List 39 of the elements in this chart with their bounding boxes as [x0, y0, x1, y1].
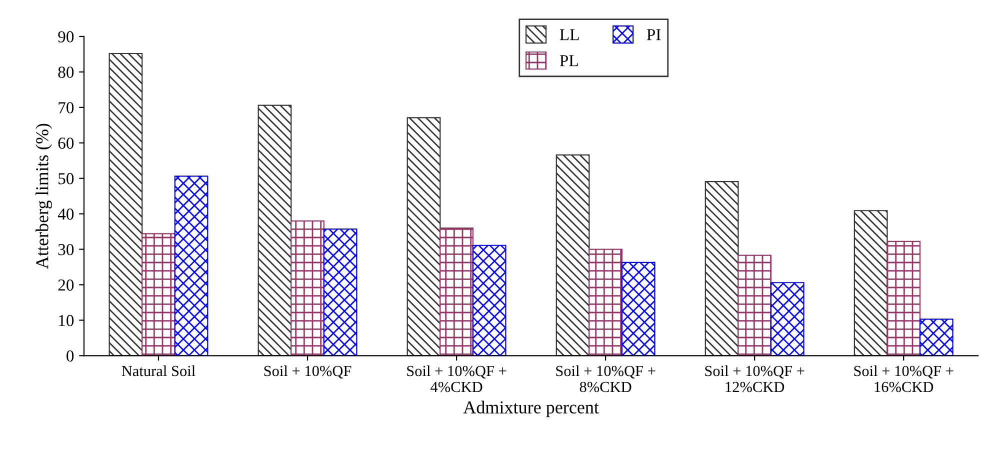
x-tick-label: Soil + 10%QF + 8%CKD: [556, 365, 656, 392]
x-tick-label: Soil + 10%QF + 16%CKD: [854, 365, 954, 392]
bar: [770, 282, 804, 356]
x-tick-label: Natural Soil: [122, 365, 196, 376]
bar: [258, 104, 292, 356]
legend-label: PL: [560, 55, 578, 66]
bar: [738, 254, 772, 356]
bar: [323, 228, 358, 356]
legend-label: PI: [646, 29, 661, 40]
y-tick-label: 10: [59, 314, 74, 326]
y-tick-label: 70: [58, 102, 74, 114]
y-tick-label: 90: [58, 31, 74, 42]
bar: [440, 227, 474, 356]
y-tick-label: 30: [58, 244, 74, 256]
x-axis-title: Admixture percent: [463, 400, 599, 418]
x-tick-label: Soil + 10%QF + 12%CKD: [705, 365, 804, 392]
bar: [886, 240, 921, 356]
y-tick-label: 0: [66, 350, 74, 362]
x-tick-label: Soil + 10%QF + 4%CKD: [407, 365, 506, 392]
y-tick-label: 60: [58, 138, 74, 149]
legend-label: LL: [560, 29, 579, 40]
bar: [919, 318, 954, 356]
bar: [621, 262, 656, 356]
x-tick-label: Soil + 10%QF: [264, 365, 352, 378]
bar: [290, 220, 324, 356]
bar: [588, 248, 623, 356]
bar: [556, 154, 590, 356]
bar: [472, 244, 506, 356]
bar: [704, 180, 739, 356]
y-axis-title: Atterberg limits (%): [36, 124, 52, 269]
y-tick-label: 40: [58, 208, 74, 220]
bar: [174, 176, 208, 356]
y-tick-label: 50: [58, 173, 74, 184]
bar: [142, 233, 176, 356]
y-tick-label: 80: [58, 66, 74, 78]
bar: [108, 52, 143, 356]
bar: [854, 210, 888, 356]
y-tick-label: 20: [58, 279, 74, 291]
bar: [406, 117, 441, 356]
